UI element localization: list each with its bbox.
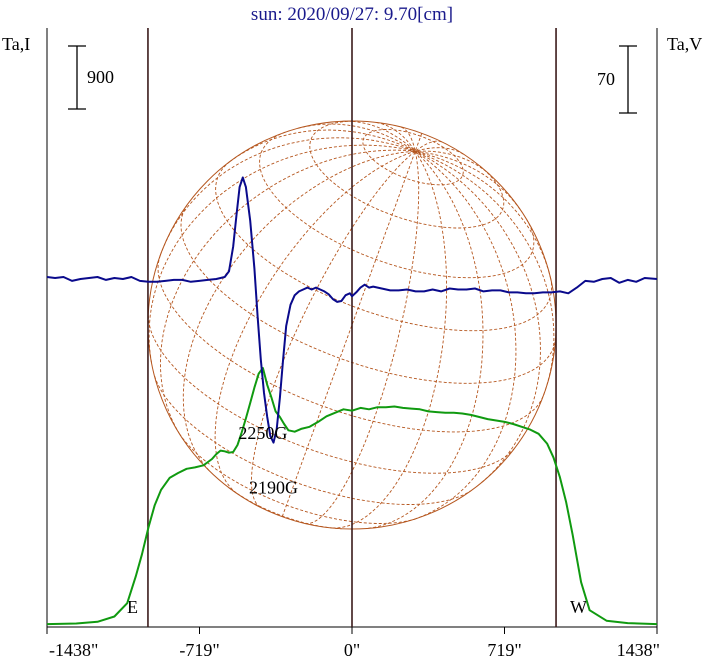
longitude-line — [160, 149, 416, 435]
x-tick-label: -719" — [179, 640, 219, 660]
x-tick-label: 1438" — [617, 640, 660, 660]
longitude-line — [159, 137, 416, 256]
series-line-V — [46, 176, 658, 444]
x-tick-label: 719" — [487, 640, 521, 660]
x-tick-label: 0" — [344, 640, 360, 660]
right-scale-bar: 70 — [597, 45, 637, 114]
chart-title: sun: 2020/09/27: 9.70[cm] — [251, 4, 453, 25]
annotation-label: 2250G — [238, 423, 287, 443]
annotation-label: 2190G — [249, 478, 298, 498]
longitude-line — [414, 140, 442, 152]
limb-label: E — [127, 597, 138, 617]
x-tick-label: -1438" — [49, 640, 98, 660]
right-scale-bar-value: 70 — [597, 69, 615, 89]
longitude-line — [182, 150, 416, 471]
longitude-line — [332, 150, 448, 529]
series-lines — [46, 176, 658, 626]
longitude-line — [414, 133, 423, 152]
longitude-line — [342, 120, 416, 152]
longitude-line — [368, 150, 484, 529]
longitude-line — [229, 129, 416, 162]
left-scale-bar-value: 900 — [87, 67, 114, 87]
limb-label: W — [570, 597, 587, 617]
longitude-line — [376, 122, 416, 152]
longitude-line — [148, 144, 416, 363]
solar-disk-grid — [147, 120, 557, 530]
annotations: 2250G 2190G — [238, 423, 298, 498]
longitude-line — [415, 150, 555, 395]
latitude-line — [180, 204, 556, 384]
longitude-line — [414, 150, 517, 520]
latitude-line — [259, 131, 535, 279]
left-axis-label: Ta,I — [2, 34, 30, 54]
right-axis-label: Ta,V — [667, 34, 702, 54]
left-scale-bar: 900 — [68, 45, 114, 110]
longitude-line — [251, 150, 416, 508]
longitude-line — [297, 123, 416, 152]
series-line-I — [46, 367, 658, 626]
x-axis-ticks: -1438" -719" 0" 719" 1438" — [46, 627, 660, 660]
longitude-line — [415, 150, 552, 279]
longitude-line — [401, 126, 416, 152]
longitude-line — [305, 151, 420, 525]
longitude-line — [281, 151, 416, 517]
longitude-line — [415, 150, 521, 210]
latitude-line — [215, 161, 553, 332]
latitude-line — [157, 255, 545, 433]
latitude-line — [154, 375, 471, 505]
longitude-line — [415, 150, 491, 176]
longitude-line — [414, 150, 541, 483]
longitude-line — [415, 147, 464, 155]
